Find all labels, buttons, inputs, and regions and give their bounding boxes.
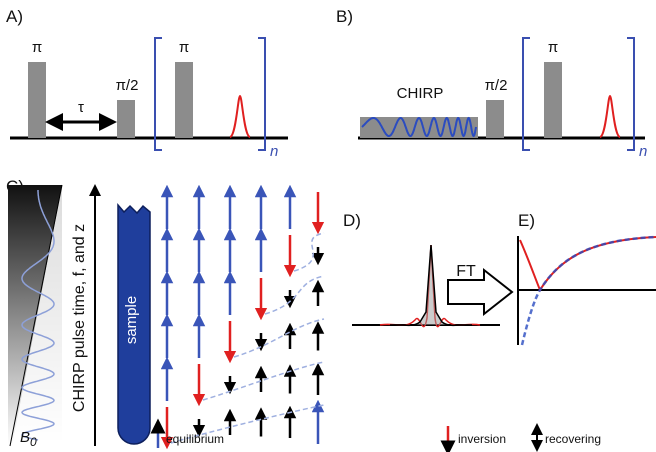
pulse-label: π bbox=[548, 39, 558, 56]
pulse bbox=[486, 100, 504, 138]
legend-label: inversion bbox=[458, 432, 506, 446]
echo bbox=[230, 96, 250, 137]
panel-label: A) bbox=[6, 7, 23, 26]
repeat-label: n bbox=[639, 143, 647, 160]
panel-label: B) bbox=[336, 7, 353, 26]
panel-a: A) π τ π/2 π n bbox=[6, 7, 288, 160]
chirp-label: CHIRP bbox=[397, 85, 444, 102]
loop-bracket bbox=[523, 38, 530, 150]
spin-grid bbox=[167, 191, 324, 444]
recovery-trace bbox=[234, 319, 324, 357]
panel-d: D) FT bbox=[343, 211, 512, 327]
recovery-curve bbox=[520, 237, 656, 290]
pulse bbox=[28, 62, 46, 138]
tube-label: sample bbox=[123, 296, 140, 344]
pulse bbox=[175, 62, 193, 138]
figure: A) π τ π/2 π n B) CHIRP π/2 π n C) bbox=[0, 0, 656, 452]
loop-bracket bbox=[258, 38, 265, 150]
pulse-label: π bbox=[32, 39, 42, 56]
recovery-trace bbox=[294, 233, 324, 271]
recovery-trace bbox=[265, 276, 324, 314]
repeat-label: n bbox=[270, 143, 278, 160]
legend-label: recovering bbox=[545, 432, 601, 446]
loop-bracket bbox=[627, 38, 634, 150]
panel-b: B) CHIRP π/2 π n bbox=[336, 7, 647, 160]
loop-bracket bbox=[155, 38, 162, 150]
axis-label: CHIRP pulse time, f, and z bbox=[71, 224, 88, 412]
panel-label: D) bbox=[343, 211, 361, 230]
pulse bbox=[117, 100, 135, 138]
field-subscript: 0 bbox=[30, 435, 37, 449]
echo bbox=[600, 96, 620, 137]
panel-e: E) bbox=[518, 211, 656, 345]
recovery-trace bbox=[203, 362, 324, 400]
pulse bbox=[544, 62, 562, 138]
ft-label: FT bbox=[456, 263, 476, 280]
panel-c: C) B0 CHIRP pulse time, f, and z sample bbox=[6, 177, 324, 449]
pulse-label: π bbox=[179, 39, 189, 56]
panel-label: E) bbox=[518, 211, 535, 230]
field-symbol: B bbox=[20, 429, 30, 446]
pulse-label: π/2 bbox=[485, 77, 508, 94]
pulse-label: π/2 bbox=[116, 77, 139, 94]
legend-label: equilibrium bbox=[166, 432, 224, 446]
legend: equilibrium inversion recovering bbox=[158, 426, 601, 448]
delay-label: τ bbox=[78, 99, 84, 116]
